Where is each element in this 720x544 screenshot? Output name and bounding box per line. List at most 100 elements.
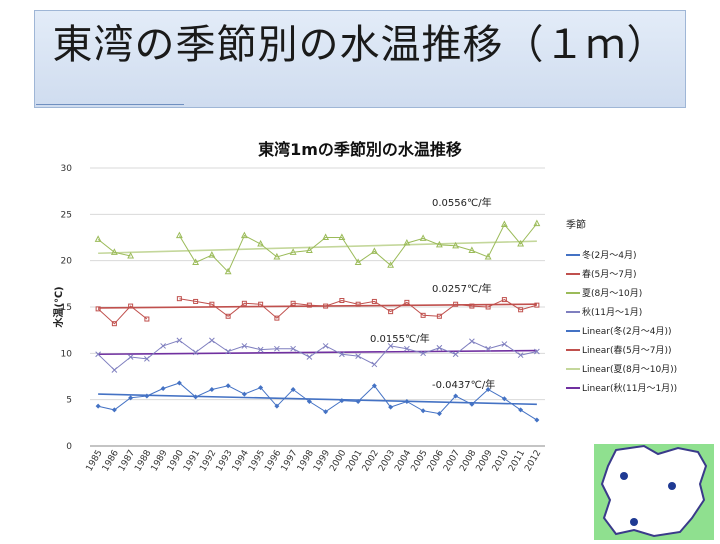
data-point <box>209 386 215 392</box>
data-point <box>160 386 166 392</box>
data-point <box>501 341 508 347</box>
data-point <box>501 396 507 402</box>
data-point <box>517 239 525 247</box>
data-point <box>452 351 459 358</box>
data-point <box>290 386 296 392</box>
data-point <box>484 252 492 260</box>
data-point <box>257 239 265 247</box>
legend-item: Linear(冬(2月～4月)) <box>566 324 671 338</box>
legend-swatch <box>566 348 580 351</box>
legend-swatch <box>566 386 580 389</box>
y-tick-label: 10 <box>61 349 73 359</box>
data-point <box>323 303 329 309</box>
data-point <box>127 354 134 360</box>
legend-label: Linear(冬(2月～4月)) <box>582 327 672 337</box>
trend-annotation: 0.0257℃/年 <box>432 282 492 295</box>
data-point <box>289 248 297 255</box>
data-point <box>518 407 524 413</box>
legend-label: 冬(2月～4月) <box>582 251 637 261</box>
data-point <box>224 267 232 275</box>
data-point <box>501 297 507 303</box>
trend-annotation: -0.0437℃/年 <box>432 378 495 391</box>
data-point <box>176 337 183 344</box>
data-point <box>404 345 410 352</box>
legend-label: 春(5月～7月) <box>582 270 637 280</box>
legend-item: Linear(夏(8月～10月)) <box>566 362 677 376</box>
data-point <box>388 309 394 315</box>
data-point <box>111 407 117 413</box>
data-point <box>339 298 345 304</box>
data-point <box>193 298 199 304</box>
title-underline <box>36 104 184 105</box>
data-point <box>371 298 377 304</box>
data-point <box>95 351 101 358</box>
y-tick-label: 5 <box>66 396 72 406</box>
data-point <box>534 348 540 355</box>
data-point <box>485 345 491 352</box>
data-point <box>518 307 524 313</box>
legend-label: 秋(11月～1月) <box>582 308 643 318</box>
series-line <box>97 382 538 421</box>
data-point <box>176 380 182 386</box>
data-point <box>339 351 345 358</box>
data-point <box>435 240 443 248</box>
legend-item: Linear(秋(11月～1月)) <box>566 381 677 395</box>
slide-title-box: 東湾の季節別の水温推移（１ｍ） <box>34 10 686 108</box>
y-tick-label: 20 <box>61 257 73 267</box>
series-line <box>97 339 538 371</box>
data-point <box>338 233 346 240</box>
trendline <box>98 393 537 406</box>
data-point <box>306 354 313 360</box>
data-point <box>322 343 329 349</box>
data-point <box>436 313 442 319</box>
legend-swatch <box>566 310 580 313</box>
trend-annotation: 0.0155℃/年 <box>370 332 430 345</box>
data-point <box>257 346 264 353</box>
data-point <box>160 343 166 349</box>
data-point <box>209 337 215 344</box>
data-point <box>144 393 150 399</box>
data-point <box>387 343 394 349</box>
data-point <box>225 348 231 355</box>
data-point <box>111 321 117 327</box>
data-point <box>175 231 183 239</box>
y-tick-label: 0 <box>66 442 72 452</box>
legend-swatch <box>566 253 580 256</box>
data-point <box>225 383 231 389</box>
data-point <box>468 246 476 253</box>
data-point <box>95 306 101 312</box>
data-point <box>127 251 135 259</box>
series-line <box>97 298 538 325</box>
data-point <box>176 296 182 302</box>
legend-item: 秋(11月～1月) <box>566 305 642 319</box>
legend-swatch <box>566 272 580 275</box>
trend-annotation: 0.0556℃/年 <box>432 196 492 209</box>
data-point <box>258 301 264 307</box>
trendline <box>98 349 537 356</box>
data-point <box>404 299 410 305</box>
data-point <box>453 393 459 399</box>
legend-item: Linear(春(5月～7月)) <box>566 343 671 357</box>
legend-label: Linear(夏(8月～10月)) <box>582 365 678 375</box>
data-point <box>370 247 378 254</box>
data-point <box>387 261 395 268</box>
data-point <box>469 303 475 309</box>
data-point <box>306 302 312 308</box>
data-point <box>420 312 426 318</box>
data-point <box>403 238 411 246</box>
data-point <box>111 367 118 373</box>
y-tick-label: 30 <box>61 164 73 174</box>
data-point <box>192 258 200 266</box>
data-point <box>452 241 460 249</box>
data-point <box>95 403 101 409</box>
data-point <box>144 316 150 322</box>
legend-swatch <box>566 367 580 370</box>
legend-label: Linear(秋(11月～1月)) <box>582 384 678 394</box>
data-point <box>371 361 378 368</box>
data-point <box>274 345 280 352</box>
data-point <box>485 304 491 310</box>
y-tick-label: 15 <box>61 303 72 313</box>
data-point <box>128 303 134 309</box>
data-point <box>485 386 491 392</box>
